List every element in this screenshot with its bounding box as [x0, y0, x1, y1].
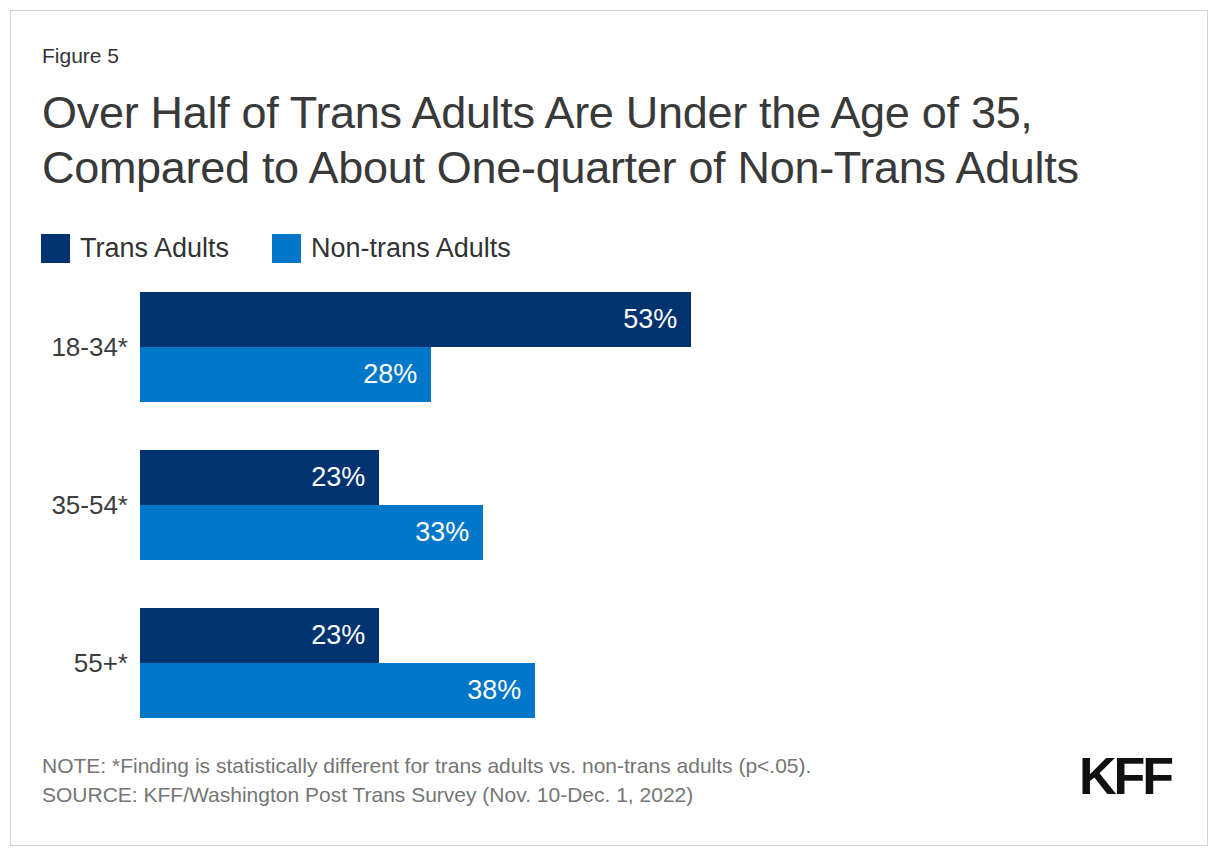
note-line: NOTE: *Finding is statistically differen… — [42, 751, 811, 780]
legend-label: Trans Adults — [80, 233, 229, 264]
category-label: 35-54* — [0, 490, 128, 521]
figure-page: Figure 5 Over Half of Trans Adults Are U… — [0, 0, 1220, 858]
bar-trans-adults: 53% — [140, 292, 691, 347]
figure-number-label: Figure 5 — [42, 44, 119, 68]
legend-item-non-trans-adults: Non-trans Adults — [272, 233, 511, 264]
legend-item-trans-adults: Trans Adults — [41, 233, 229, 264]
bar-trans-adults: 23% — [140, 608, 379, 663]
footnotes: NOTE: *Finding is statistically differen… — [42, 751, 811, 809]
bar-group: 23% 38% — [140, 608, 1180, 718]
legend-swatch-trans-adults — [41, 234, 70, 263]
bar-value-label: 28% — [363, 359, 417, 390]
chart-title-line-2: Compared to About One-quarter of Non-Tra… — [42, 140, 1172, 195]
chart-title-line-1: Over Half of Trans Adults Are Under the … — [42, 85, 1172, 140]
bar-chart: 18-34* 53% 28% 35-54* 23% 33% 55+* 23% 38% — [0, 292, 1220, 718]
legend-swatch-non-trans-adults — [272, 234, 301, 263]
bar-non-trans-adults: 33% — [140, 505, 483, 560]
category-label: 18-34* — [0, 332, 128, 363]
bar-non-trans-adults: 28% — [140, 347, 431, 402]
bar-value-label: 33% — [415, 517, 469, 548]
chart-row-55-: 55+* 23% 38% — [0, 608, 1220, 718]
bar-group: 23% 33% — [140, 450, 1180, 560]
chart-row-18-34-: 18-34* 53% 28% — [0, 292, 1220, 402]
bar-value-label: 53% — [623, 304, 677, 335]
bar-non-trans-adults: 38% — [140, 663, 535, 718]
chart-row-35-54-: 35-54* 23% 33% — [0, 450, 1220, 560]
bar-value-label: 23% — [311, 620, 365, 651]
category-label: 55+* — [0, 648, 128, 679]
source-line: SOURCE: KFF/Washington Post Trans Survey… — [42, 780, 811, 809]
chart-title: Over Half of Trans Adults Are Under the … — [42, 85, 1172, 195]
legend-label: Non-trans Adults — [311, 233, 511, 264]
bar-value-label: 23% — [311, 462, 365, 493]
kff-logo: KFF — [1079, 748, 1171, 804]
legend: Trans Adults Non-trans Adults — [41, 233, 511, 264]
bar-value-label: 38% — [467, 675, 521, 706]
bar-trans-adults: 23% — [140, 450, 379, 505]
bar-group: 53% 28% — [140, 292, 1180, 402]
